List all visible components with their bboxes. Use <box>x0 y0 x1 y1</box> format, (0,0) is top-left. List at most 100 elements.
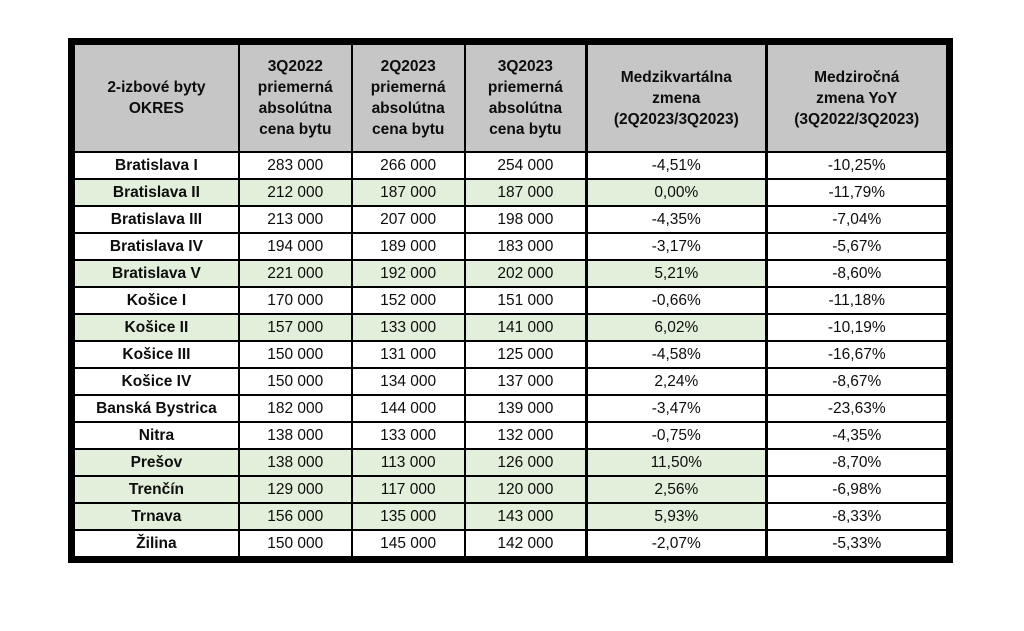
table-row: Košice IV 150 000 134 000 137 000 2,24% … <box>70 367 951 396</box>
table-row: Bratislava IV 194 000 189 000 183 000 -3… <box>70 232 951 261</box>
qoq-change-cell: -4,51% <box>585 151 768 180</box>
price-3q2023-cell: 126 000 <box>463 448 588 477</box>
price-3q2022-cell: 221 000 <box>237 259 353 288</box>
yoy-change-cell: -10,25% <box>764 151 951 180</box>
price-3q2023-cell: 125 000 <box>463 340 588 369</box>
price-2q2023-cell: 113 000 <box>350 448 466 477</box>
price-3q2022-cell: 156 000 <box>237 502 353 531</box>
district-name-cell: Nitra <box>70 421 240 450</box>
price-2q2023-cell: 134 000 <box>350 367 466 396</box>
qoq-change-cell: 0,00% <box>585 178 768 207</box>
table-row: Trenčín 129 000 117 000 120 000 2,56% -6… <box>70 475 951 504</box>
yoy-change-cell: -4,35% <box>764 421 951 450</box>
price-3q2022-cell: 150 000 <box>237 367 353 396</box>
district-name-cell: Trnava <box>70 502 240 531</box>
district-name-cell: Banská Bystrica <box>70 394 240 423</box>
price-3q2022-cell: 150 000 <box>237 529 353 561</box>
price-3q2023-cell: 254 000 <box>463 151 588 180</box>
district-name-cell: Bratislava I <box>70 151 240 180</box>
header-3q2023: 3Q2023 priemerná absolútna cena bytu <box>463 40 588 153</box>
table-row: Košice III 150 000 131 000 125 000 -4,58… <box>70 340 951 369</box>
price-2q2023-cell: 144 000 <box>350 394 466 423</box>
yoy-change-cell: -8,33% <box>764 502 951 531</box>
district-name-cell: Košice III <box>70 340 240 369</box>
yoy-change-cell: -5,33% <box>764 529 951 561</box>
price-2q2023-cell: 152 000 <box>350 286 466 315</box>
price-2q2023-cell: 133 000 <box>350 421 466 450</box>
yoy-change-cell: -11,79% <box>764 178 951 207</box>
table-row: Banská Bystrica 182 000 144 000 139 000 … <box>70 394 951 423</box>
yoy-change-cell: -16,67% <box>764 340 951 369</box>
district-name-cell: Prešov <box>70 448 240 477</box>
price-3q2022-cell: 150 000 <box>237 340 353 369</box>
price-3q2022-cell: 213 000 <box>237 205 353 234</box>
yoy-change-cell: -23,63% <box>764 394 951 423</box>
price-2q2023-cell: 207 000 <box>350 205 466 234</box>
qoq-change-cell: 5,93% <box>585 502 768 531</box>
price-2q2023-cell: 131 000 <box>350 340 466 369</box>
price-3q2022-cell: 194 000 <box>237 232 353 261</box>
table-row: Bratislava V 221 000 192 000 202 000 5,2… <box>70 259 951 288</box>
yoy-change-cell: -8,67% <box>764 367 951 396</box>
price-3q2022-cell: 157 000 <box>237 313 353 342</box>
table-row: Žilina 150 000 145 000 142 000 -2,07% -5… <box>70 529 951 561</box>
yoy-change-cell: -10,19% <box>764 313 951 342</box>
qoq-change-cell: -3,17% <box>585 232 768 261</box>
price-3q2022-cell: 283 000 <box>237 151 353 180</box>
price-3q2023-cell: 120 000 <box>463 475 588 504</box>
table-row: Trnava 156 000 135 000 143 000 5,93% -8,… <box>70 502 951 531</box>
price-2q2023-cell: 192 000 <box>350 259 466 288</box>
district-name-cell: Košice II <box>70 313 240 342</box>
apartment-price-table: 2-izbové byty OKRES 3Q2022 priemerná abs… <box>68 38 953 563</box>
price-2q2023-cell: 117 000 <box>350 475 466 504</box>
price-3q2023-cell: 198 000 <box>463 205 588 234</box>
table-row: Košice II 157 000 133 000 141 000 6,02% … <box>70 313 951 342</box>
qoq-change-cell: 6,02% <box>585 313 768 342</box>
yoy-change-cell: -8,70% <box>764 448 951 477</box>
qoq-change-cell: -0,75% <box>585 421 768 450</box>
yoy-change-cell: -5,67% <box>764 232 951 261</box>
table-row: Prešov 138 000 113 000 126 000 11,50% -8… <box>70 448 951 477</box>
price-3q2023-cell: 187 000 <box>463 178 588 207</box>
table-body: Bratislava I 283 000 266 000 254 000 -4,… <box>70 151 951 561</box>
district-name-cell: Bratislava IV <box>70 232 240 261</box>
price-3q2023-cell: 183 000 <box>463 232 588 261</box>
qoq-change-cell: -4,58% <box>585 340 768 369</box>
yoy-change-cell: -7,04% <box>764 205 951 234</box>
price-2q2023-cell: 266 000 <box>350 151 466 180</box>
table-row: Nitra 138 000 133 000 132 000 -0,75% -4,… <box>70 421 951 450</box>
qoq-change-cell: 2,24% <box>585 367 768 396</box>
header-3q2022: 3Q2022 priemerná absolútna cena bytu <box>237 40 353 153</box>
yoy-change-cell: -6,98% <box>764 475 951 504</box>
table-row: Bratislava I 283 000 266 000 254 000 -4,… <box>70 151 951 180</box>
district-name-cell: Bratislava V <box>70 259 240 288</box>
price-3q2023-cell: 139 000 <box>463 394 588 423</box>
price-3q2023-cell: 142 000 <box>463 529 588 561</box>
price-2q2023-cell: 135 000 <box>350 502 466 531</box>
qoq-change-cell: -0,66% <box>585 286 768 315</box>
qoq-change-cell: -2,07% <box>585 529 768 561</box>
header-yoy-change: Medziročná zmena YoY (3Q2022/3Q2023) <box>764 40 951 153</box>
qoq-change-cell: -4,35% <box>585 205 768 234</box>
header-okres: 2-izbové byty OKRES <box>70 40 240 153</box>
qoq-change-cell: 2,56% <box>585 475 768 504</box>
price-3q2022-cell: 129 000 <box>237 475 353 504</box>
header-qoq-change: Medzikvartálna zmena (2Q2023/3Q2023) <box>585 40 768 153</box>
price-3q2022-cell: 138 000 <box>237 421 353 450</box>
price-3q2023-cell: 143 000 <box>463 502 588 531</box>
district-name-cell: Košice IV <box>70 367 240 396</box>
price-3q2023-cell: 202 000 <box>463 259 588 288</box>
yoy-change-cell: -8,60% <box>764 259 951 288</box>
price-2q2023-cell: 133 000 <box>350 313 466 342</box>
header-2q2023: 2Q2023 priemerná absolútna cena bytu <box>350 40 466 153</box>
price-3q2022-cell: 212 000 <box>237 178 353 207</box>
price-3q2023-cell: 132 000 <box>463 421 588 450</box>
district-name-cell: Bratislava II <box>70 178 240 207</box>
table-row: Košice I 170 000 152 000 151 000 -0,66% … <box>70 286 951 315</box>
price-2q2023-cell: 189 000 <box>350 232 466 261</box>
district-name-cell: Trenčín <box>70 475 240 504</box>
yoy-change-cell: -11,18% <box>764 286 951 315</box>
district-name-cell: Bratislava III <box>70 205 240 234</box>
price-2q2023-cell: 145 000 <box>350 529 466 561</box>
table-row: Bratislava II 212 000 187 000 187 000 0,… <box>70 178 951 207</box>
